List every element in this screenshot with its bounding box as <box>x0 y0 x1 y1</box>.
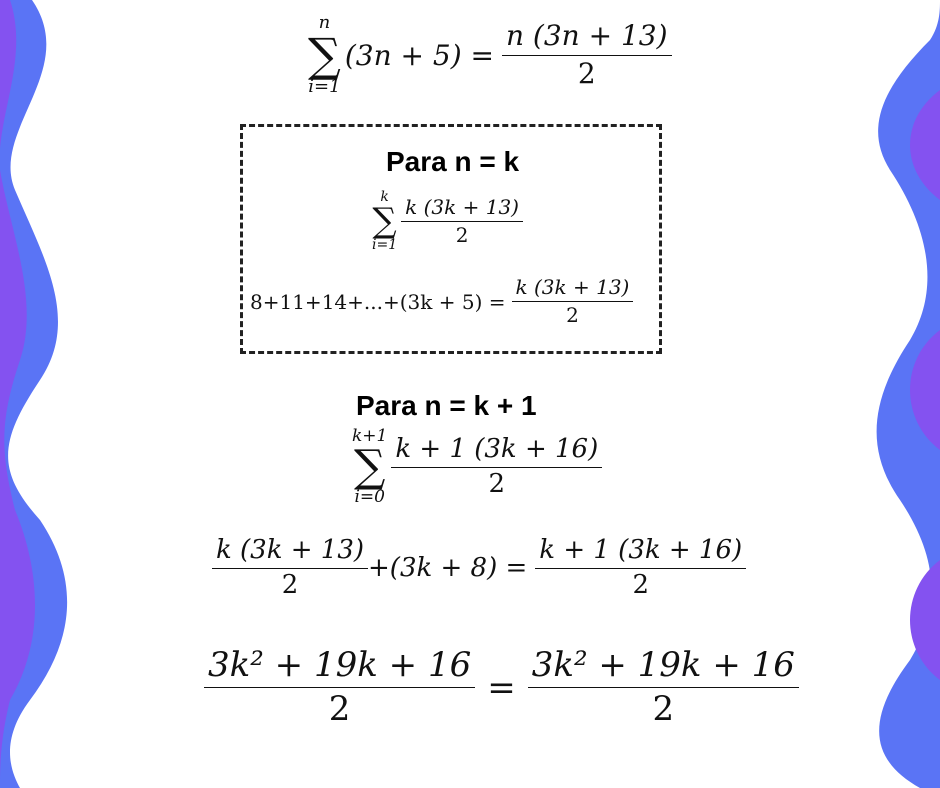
right-wave-outer <box>876 0 940 788</box>
step-sigma-symbol: ∑ <box>353 441 386 492</box>
final-rhs-denominator: 2 <box>652 689 675 730</box>
sigma-symbol: ∑ <box>308 28 341 82</box>
base-sum-upper-limit: k <box>380 189 389 205</box>
final-rhs-numerator: 3k² + 19k + 16 <box>527 645 799 689</box>
step-sum: k+1 ∑ i=0 k + 1 (3k + 16) 2 <box>352 428 603 506</box>
main-formula: n ∑ i=1 (3n + 5) = n (3n + 13) 2 <box>308 14 672 96</box>
right-wave-inner <box>910 90 940 680</box>
final-equals: = <box>487 667 516 708</box>
base-sum-denominator: 2 <box>455 222 469 247</box>
main-rhs-denominator: 2 <box>577 56 596 90</box>
base-sum-fraction: k (3k + 13) 2 <box>401 195 523 247</box>
base-series-lhs: 8+11+14+...+(3k + 5) = <box>250 289 506 314</box>
base-series-denominator: 2 <box>566 303 579 327</box>
step-eq-lhs-denominator: 2 <box>281 569 299 600</box>
sum-lower-limit: i=1 <box>308 76 341 97</box>
step-sum-denominator: 2 <box>488 468 506 499</box>
sum-term: (3n + 5) = <box>344 38 494 72</box>
final-lhs-denominator: 2 <box>328 689 351 730</box>
base-sum-operator: k ∑ i=1 <box>372 190 397 252</box>
left-wave-inner <box>0 0 35 788</box>
left-wave-decoration <box>0 0 68 788</box>
step-eq-rhs-denominator: 2 <box>632 569 649 600</box>
base-case-box <box>240 124 662 354</box>
step-eq-lhs-numerator: k (3k + 13) <box>212 535 369 569</box>
step-eq-lhs-fraction: k (3k + 13) 2 <box>212 535 369 601</box>
step-heading: Para n = k + 1 <box>356 390 537 421</box>
final-lhs-fraction: 3k² + 19k + 16 2 <box>204 645 476 730</box>
step-eq-rhs-numerator: k + 1 (3k + 16) <box>535 535 747 569</box>
final-lhs-numerator: 3k² + 19k + 16 <box>204 645 476 689</box>
sum-operator: n ∑ i=1 <box>308 14 341 96</box>
right-wave-decoration <box>876 0 940 788</box>
base-series-numerator: k (3k + 13) <box>511 276 634 302</box>
step-sum-upper-limit: k+1 <box>352 426 388 446</box>
base-case-sum: k ∑ i=1 k (3k + 13) 2 <box>372 190 523 252</box>
main-rhs-fraction: n (3n + 13) 2 <box>501 20 672 90</box>
step-eq-middle: +(3k + 8) = <box>368 553 528 584</box>
base-case-series: 8+11+14+...+(3k + 5) = k (3k + 13) 2 <box>250 276 634 327</box>
main-rhs-numerator: n (3n + 13) <box>501 20 672 56</box>
step-sum-fraction: k + 1 (3k + 16) 2 <box>391 434 603 500</box>
base-sum-numerator: k (3k + 13) <box>401 195 523 222</box>
step-sum-lower-limit: i=0 <box>354 487 385 507</box>
base-sigma-symbol: ∑ <box>372 201 397 241</box>
step-equation: k (3k + 13) 2 +(3k + 8) = k + 1 (3k + 16… <box>212 535 747 601</box>
base-series-fraction: k (3k + 13) 2 <box>511 276 634 327</box>
final-rhs-fraction: 3k² + 19k + 16 2 <box>527 645 799 730</box>
base-sum-lower-limit: i=1 <box>372 237 398 253</box>
sum-upper-limit: n <box>318 12 331 33</box>
final-equation: 3k² + 19k + 16 2 = 3k² + 19k + 16 2 <box>204 645 799 730</box>
base-case-heading: Para n = k <box>386 146 520 177</box>
step-eq-rhs-fraction: k + 1 (3k + 16) 2 <box>535 535 747 601</box>
step-sum-operator: k+1 ∑ i=0 <box>352 428 387 506</box>
step-sum-numerator: k + 1 (3k + 16) <box>391 434 603 468</box>
